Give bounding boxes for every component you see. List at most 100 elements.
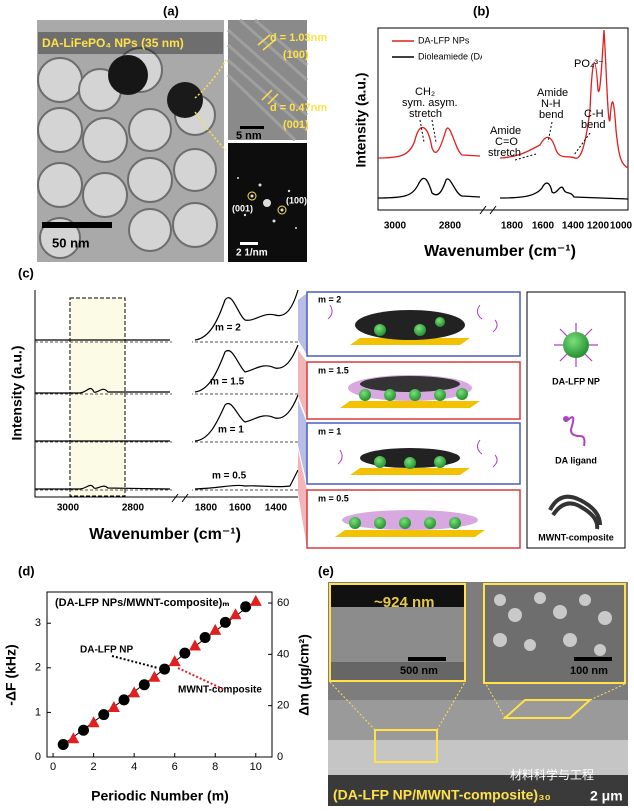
point (118, 694, 130, 706)
panel-a: (a) DA-LiFePO₄ NPs (35 nm) 50 nm d = 1.0… (37, 3, 327, 262)
d-spacing: d = 1.03nm (270, 32, 327, 44)
spot-ring (247, 191, 257, 201)
trace-label: m = 0.5 (212, 471, 247, 482)
watermark: 材料科学与工程 (510, 767, 594, 782)
y-axis-label: Intensity (a.u.) (9, 346, 25, 441)
x-tick-label: 8 (212, 761, 218, 773)
break-mark (479, 205, 497, 215)
schematic-label: m = 1.5 (318, 365, 349, 375)
y-axis-label: -ΔF (kHz) (3, 644, 19, 705)
substrate (328, 775, 628, 806)
baselines (35, 341, 298, 491)
series-label: DA-LFP NP (80, 645, 133, 656)
legend-label: Dioleamiede (DA) (418, 51, 489, 61)
x-axis-label: Wavenumber (cm⁻¹) (89, 526, 241, 543)
annotation: stretch (488, 147, 521, 159)
point (199, 631, 211, 643)
point (138, 679, 150, 691)
legend-label: MWNT-composite (538, 532, 614, 542)
y2-tick-label: 40 (277, 648, 289, 660)
x-tick-label: 2 (91, 761, 97, 773)
y2-tick-label: 20 (277, 700, 289, 712)
legend-label: DA ligand (555, 455, 597, 465)
plot-frame (46, 591, 273, 758)
legend-label: DA-LFP NP (552, 376, 600, 386)
x-tick-label: 1200 (587, 221, 610, 232)
scale-bar (240, 242, 258, 245)
fft-spots (237, 177, 297, 229)
x-axis-label: Periodic Number (m) (91, 788, 229, 804)
connector (298, 350, 307, 419)
series-label: MWNT-composite (178, 685, 262, 696)
scale-text: 2 μm (590, 788, 623, 804)
panel-e: (e) ~924 nm 500 nm 100 nm (DA-LFP NP/MWN… (318, 563, 628, 806)
inset-particles (493, 592, 612, 656)
axis-break (172, 291, 192, 496)
d-spacing: d = 0.47nm (270, 102, 327, 114)
y-tick-label: 0 (35, 751, 41, 763)
schematic-m15: m = 1.5 (306, 361, 521, 420)
panel-label: (b) (473, 3, 490, 18)
plot-frame (377, 27, 629, 211)
plane: (100) (283, 49, 309, 61)
y-tick-label: 2 (35, 662, 41, 674)
x-tick-label: 10 (250, 761, 262, 773)
scale-bar (408, 657, 446, 661)
annotation: sym. asym. (402, 97, 458, 109)
zoom-lines (194, 59, 227, 151)
inset-film (331, 607, 464, 662)
inset-right (483, 583, 626, 684)
point (128, 686, 141, 698)
y-axis-label: Intensity (a.u.) (353, 73, 369, 168)
x-tick-label: 1800 (195, 503, 218, 514)
scale-bar (574, 657, 612, 661)
panel-d: (d) (DA-LFP NPs/MWNT-composite)ₘ Periodi… (3, 563, 312, 803)
panel-c: (c) m = 2 m = 1.5 m = 1 m = 0.5 3000 280… (9, 265, 626, 549)
y-tick-label: 1 (35, 706, 41, 718)
inset-bg (331, 585, 464, 607)
x-tick-label: 1400 (562, 221, 585, 232)
label-bg (38, 32, 223, 54)
highlight-box (69, 297, 126, 497)
x-tick-label: 1600 (229, 503, 252, 514)
scale-text: 100 nm (570, 665, 608, 677)
schematic-m05: m = 0.5 (306, 489, 521, 549)
x-tick-label: 1400 (265, 503, 288, 514)
point (57, 739, 69, 751)
annotation: C-H (584, 108, 604, 120)
annotation: N-H (541, 98, 561, 110)
chart-title: (DA-LFP NPs/MWNT-composite)ₘ (55, 597, 230, 609)
x-tick-label: 2800 (122, 503, 145, 514)
axis-break (482, 29, 496, 209)
scale-text: 2 1/nm (236, 248, 268, 259)
annotation: stretch (409, 108, 442, 120)
dark-particle (108, 55, 148, 95)
x-tick-label: 6 (172, 761, 178, 773)
annotation: CH₂ (415, 86, 435, 98)
x-tick-label: 4 (131, 761, 137, 773)
panel-label: (c) (18, 265, 34, 280)
schematic-m2: m = 2 (306, 291, 521, 357)
plane: (001) (283, 119, 309, 131)
schematic-label: m = 1 (318, 426, 341, 436)
annotation: C=O (495, 136, 518, 148)
schematic-m1: m = 1 (306, 422, 521, 485)
zoom-lines (329, 681, 626, 731)
lattice-markers (257, 34, 279, 105)
zoom-box (374, 729, 438, 763)
annotation: Amide (490, 125, 521, 137)
scale-bar (42, 222, 112, 228)
break-mark (171, 493, 189, 503)
y2-tick-label: 60 (277, 597, 289, 609)
spectra (35, 289, 299, 490)
scale-text: 5 nm (236, 130, 262, 142)
dark-particle (167, 82, 203, 118)
scale-bar (240, 126, 264, 129)
point (249, 594, 262, 606)
trace-label: m = 1.5 (210, 377, 245, 388)
x-tick-label: 1000 (610, 221, 633, 232)
point (159, 663, 171, 675)
connector (298, 400, 307, 484)
schematic-label: m = 0.5 (318, 493, 349, 503)
point (107, 701, 120, 713)
